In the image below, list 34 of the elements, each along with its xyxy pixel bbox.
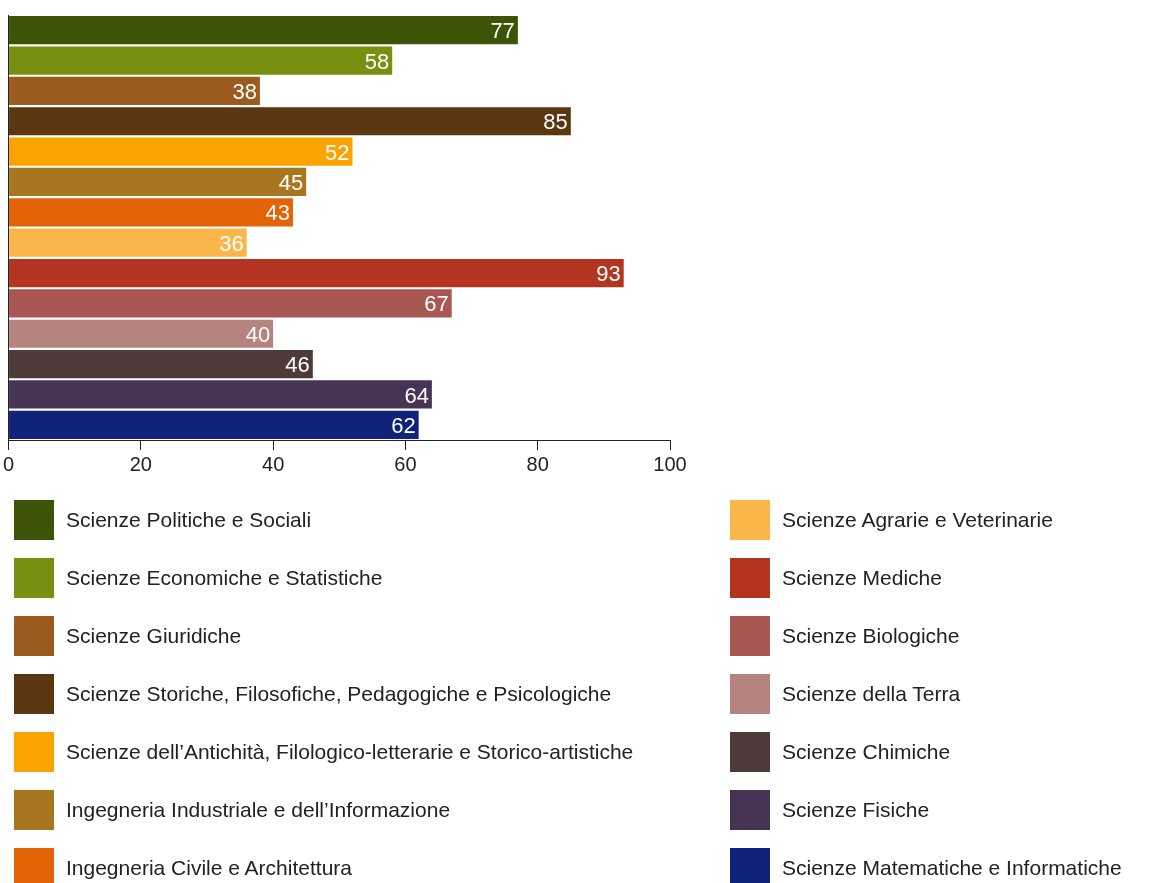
data-label: 64: [404, 382, 429, 408]
legend-label: Scienze Biologiche: [782, 624, 960, 648]
legend-label: Scienze Storiche, Filosofiche, Pedagogiche e Psicologiche: [66, 682, 612, 706]
legend-label: Scienze Mediche: [782, 566, 942, 590]
data-label: 85: [543, 109, 568, 135]
x-tick-label: 100: [653, 452, 687, 475]
data-label: 43: [265, 200, 290, 226]
x-tick-label: 0: [3, 452, 15, 475]
data-label: 46: [285, 352, 310, 378]
legend-label: Scienze Politiche e Sociali: [66, 508, 312, 532]
legend-label: Scienze Giuridiche: [66, 624, 242, 648]
x-tick-label: 40: [262, 452, 285, 475]
x-tick-label: 60: [394, 452, 417, 475]
legend-label: Scienze Matematiche e Informatiche: [782, 856, 1122, 880]
legend-label: Scienze Chimiche: [782, 740, 951, 764]
data-label: 36: [219, 230, 244, 256]
legend-label: Scienze Economiche e Statistiche: [66, 566, 383, 590]
data-label: 52: [325, 139, 350, 165]
x-tick-label: 20: [129, 452, 152, 475]
data-label: 93: [596, 261, 621, 287]
legend-label: Scienze della Terra: [782, 682, 961, 706]
data-label: 45: [278, 170, 304, 196]
data-label: 77: [490, 18, 515, 44]
data-label: 62: [391, 412, 416, 438]
legend-label: Ingegneria Industriale e dell’Informazione: [66, 798, 451, 822]
data-label: 58: [364, 48, 390, 74]
legend-label: Scienze Fisiche: [782, 798, 930, 822]
data-label: 67: [424, 291, 449, 317]
data-label: 40: [245, 321, 271, 347]
data-label: 38: [232, 78, 257, 104]
legend-label: Ingegneria Civile e Architettura: [66, 856, 352, 880]
legend-label: Scienze Agrarie e Veterinarie: [782, 508, 1053, 532]
legend-label: Scienze dell’Antichità, Filologico-letterarie e Storico-artistiche: [66, 740, 634, 764]
x-tick-label: 80: [526, 452, 549, 475]
